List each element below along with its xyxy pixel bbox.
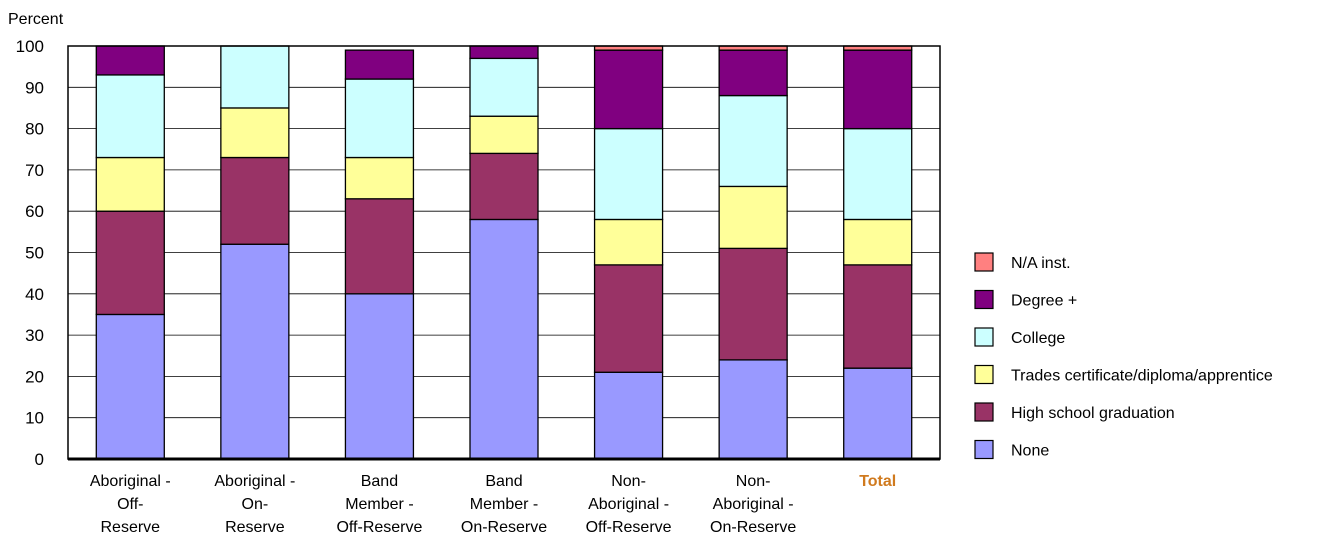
category-label-line: Reserve bbox=[100, 519, 160, 536]
legend-label: None bbox=[1011, 443, 1049, 460]
bar-segment bbox=[843, 218, 913, 266]
legend-label: Degree + bbox=[1011, 293, 1077, 310]
bar-segment bbox=[718, 185, 788, 250]
bar-segment bbox=[593, 264, 664, 373]
y-tick-label: 30 bbox=[25, 326, 44, 345]
bar-segment bbox=[469, 115, 539, 155]
category-label-line: Off-Reserve bbox=[586, 519, 672, 536]
bar-segment bbox=[95, 45, 165, 76]
category-label-line: Aboriginal - bbox=[588, 496, 669, 513]
category-label-line: Band bbox=[485, 473, 522, 490]
bar-segment bbox=[95, 156, 165, 212]
category-label: Band Member - Off-Reserve bbox=[336, 473, 422, 536]
y-axis-label: Percent bbox=[8, 11, 64, 28]
legend-swatch bbox=[974, 327, 994, 347]
category-label-line: Member - bbox=[470, 496, 538, 513]
category-label: Total bbox=[859, 473, 896, 490]
category-label-line: Aboriginal - bbox=[90, 473, 171, 490]
bar-segment bbox=[843, 367, 913, 460]
legend-swatch bbox=[974, 364, 994, 385]
category-label-line: On- bbox=[242, 496, 269, 513]
bar-segment bbox=[344, 293, 415, 460]
bar-segment bbox=[95, 74, 165, 159]
category-label-line: Aboriginal - bbox=[214, 473, 295, 490]
bar-segment bbox=[344, 156, 415, 200]
legend: N/A inst. Degree + College Trades certifica… bbox=[974, 252, 1273, 460]
bar-segment bbox=[469, 218, 539, 460]
bar-segment bbox=[843, 264, 913, 369]
bar-segment bbox=[95, 210, 165, 316]
legend-swatch bbox=[974, 289, 994, 310]
bar-segment bbox=[718, 359, 788, 460]
bar-segment bbox=[593, 127, 664, 221]
legend-swatch bbox=[974, 402, 994, 422]
category-label-line: Off-Reserve bbox=[336, 519, 422, 536]
bar-segment bbox=[344, 198, 415, 295]
legend-swatch bbox=[974, 439, 994, 460]
category-label: Band Member - On-Reserve bbox=[461, 473, 547, 536]
bar-segment bbox=[718, 247, 788, 361]
category-label-line: Reserve bbox=[225, 519, 285, 536]
category-label-line: Non- bbox=[611, 473, 646, 490]
legend-label: College bbox=[1011, 330, 1065, 347]
bar-segment bbox=[220, 45, 290, 109]
category-label: Aboriginal - On- Reserve bbox=[214, 473, 295, 536]
bar-segment bbox=[593, 371, 664, 460]
category-label-line: Aboriginal - bbox=[713, 496, 794, 513]
bar-segment bbox=[220, 243, 290, 460]
category-label: Non- Aboriginal - Off-Reserve bbox=[586, 473, 672, 536]
category-label-line: Non- bbox=[736, 473, 771, 490]
y-tick-label: 90 bbox=[25, 78, 44, 97]
y-tick-label: 60 bbox=[25, 202, 44, 221]
legend-label: High school graduation bbox=[1011, 405, 1175, 422]
bar-segment bbox=[593, 218, 664, 266]
legend-label: Trades certificate/diploma/apprentice bbox=[1011, 368, 1273, 385]
bar-segment bbox=[220, 107, 290, 159]
bar-segment bbox=[469, 152, 539, 221]
bar-segment bbox=[718, 49, 788, 97]
bar-segment bbox=[220, 156, 290, 245]
category-label-line: On-Reserve bbox=[461, 519, 547, 536]
y-tick-label: 20 bbox=[25, 367, 44, 386]
y-tick-label: 80 bbox=[25, 120, 44, 139]
y-tick-label: 0 bbox=[35, 450, 44, 469]
bar-segment bbox=[718, 94, 788, 188]
category-label-line: Total bbox=[859, 473, 896, 490]
bar-segment bbox=[95, 313, 165, 460]
bar-segment bbox=[469, 57, 539, 117]
bar-segment bbox=[843, 127, 913, 221]
legend-swatch bbox=[974, 252, 994, 272]
y-tick-label: 100 bbox=[16, 37, 44, 56]
category-label-line: Member - bbox=[345, 496, 413, 513]
y-tick-label: 10 bbox=[25, 409, 44, 428]
bar-segment bbox=[469, 45, 539, 60]
y-tick-label: 50 bbox=[25, 244, 44, 263]
category-label-line: Band bbox=[361, 473, 398, 490]
legend-label: N/A inst. bbox=[1011, 255, 1071, 272]
category-label: Non- Aboriginal - On-Reserve bbox=[710, 473, 796, 536]
bar-segment bbox=[344, 78, 415, 159]
y-tick-label: 70 bbox=[25, 161, 44, 180]
category-label-line: Off- bbox=[117, 496, 143, 513]
bars bbox=[95, 45, 913, 460]
bar-segment bbox=[344, 49, 415, 80]
category-label: Aboriginal - Off- Reserve bbox=[90, 473, 171, 536]
y-tick-labels: 0 10 20 30 40 50 60 70 80 90 100 bbox=[16, 37, 44, 469]
bar-segment bbox=[843, 49, 913, 130]
bar-segment bbox=[593, 49, 664, 130]
y-tick-label: 40 bbox=[25, 285, 44, 304]
category-label-line: On-Reserve bbox=[710, 519, 796, 536]
